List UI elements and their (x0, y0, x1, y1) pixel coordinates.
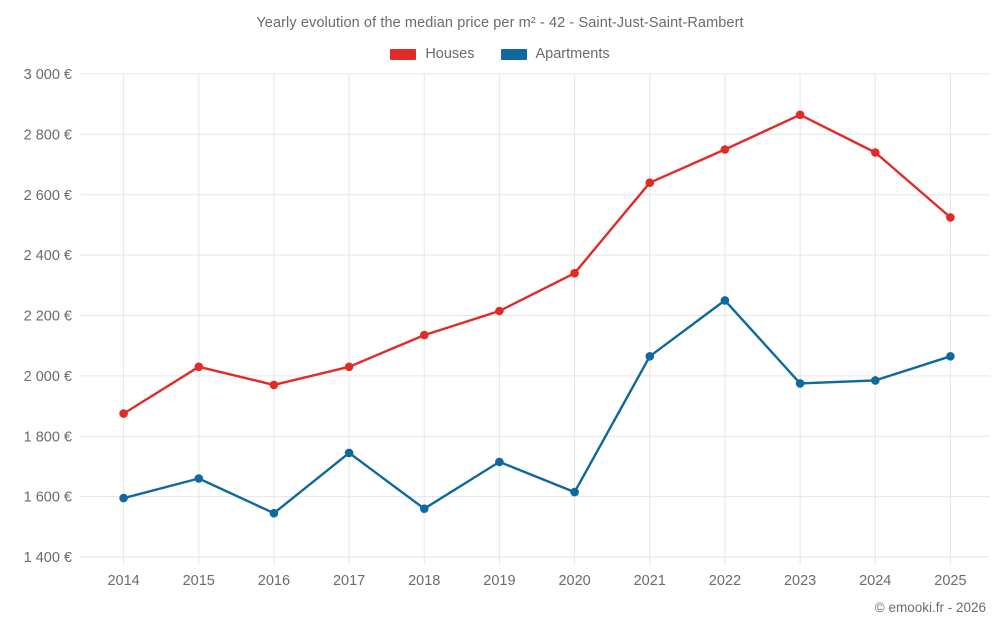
data-point-apartments-2016[interactable] (269, 508, 279, 518)
data-point-houses-2015[interactable] (194, 362, 204, 372)
legend-item-apartments[interactable]: Apartments (500, 46, 610, 62)
y-axis-tick-label: 2 000 € (24, 369, 72, 385)
y-axis-tick-label: 1 600 € (24, 490, 72, 506)
data-point-apartments-2025[interactable] (946, 352, 955, 361)
x-axis-tick-label: 2020 (558, 573, 590, 589)
y-axis-tick-label: 1 400 € (24, 550, 72, 566)
data-point-houses-2024[interactable] (871, 148, 880, 157)
data-point-houses-2020[interactable] (570, 268, 579, 278)
data-point-apartments-2018[interactable] (420, 504, 429, 513)
data-point-apartments-2023[interactable] (795, 379, 805, 388)
legend-label-apartments: Apartments (535, 46, 610, 62)
legend-swatch-houses (390, 48, 417, 60)
series-line-houses[interactable] (122, 113, 952, 415)
data-point-apartments-2020[interactable] (570, 487, 579, 497)
x-axis-tick-label: 2025 (934, 573, 966, 589)
data-point-houses-2023[interactable] (795, 110, 805, 120)
data-point-houses-2016[interactable] (269, 380, 279, 390)
data-point-apartments-2022[interactable] (720, 296, 730, 305)
x-axis-tick-label: 2015 (183, 573, 215, 589)
y-axis-tick-label: 2 800 € (24, 127, 72, 143)
data-point-houses-2014[interactable] (119, 409, 128, 418)
data-point-houses-2021[interactable] (645, 178, 655, 187)
series-line-apartments[interactable] (122, 299, 952, 515)
x-axis-tick-label: 2018 (408, 573, 440, 589)
legend-label-houses: Houses (425, 46, 475, 62)
copyright-credit: © emooki.fr - 2026 (874, 600, 986, 615)
data-point-apartments-2015[interactable] (194, 474, 204, 483)
x-axis-tick-label: 2024 (859, 573, 891, 589)
data-point-houses-2025[interactable] (946, 213, 955, 222)
data-point-apartments-2017[interactable] (344, 448, 354, 458)
y-axis-tick-label: 2 200 € (24, 309, 72, 325)
x-axis-tick-label: 2016 (258, 573, 290, 589)
data-point-apartments-2019[interactable] (495, 457, 504, 467)
legend-item-houses[interactable]: Houses (390, 46, 475, 62)
y-axis-tick-label: 2 600 € (24, 188, 72, 204)
x-axis-tick-label: 2014 (107, 573, 139, 589)
y-axis-tick-label: 3 000 € (24, 67, 72, 83)
data-point-apartments-2014[interactable] (119, 493, 128, 503)
data-point-apartments-2021[interactable] (645, 352, 655, 361)
x-axis-tick-label: 2021 (634, 573, 666, 589)
x-axis-tick-label: 2023 (784, 573, 816, 589)
data-point-houses-2017[interactable] (344, 362, 354, 372)
x-axis-tick-label: 2019 (483, 573, 515, 589)
chart-legend: Houses Apartments (0, 46, 1000, 62)
chart-title: Yearly evolution of the median price per… (256, 15, 744, 31)
legend-swatch-apartments (500, 48, 527, 60)
y-axis-tick-label: 1 800 € (24, 429, 72, 445)
data-point-apartments-2024[interactable] (871, 376, 880, 385)
data-point-houses-2022[interactable] (720, 145, 730, 154)
x-axis-tick-label: 2022 (709, 573, 741, 589)
data-point-houses-2019[interactable] (495, 306, 504, 316)
y-axis-tick-label: 2 400 € (24, 248, 72, 264)
x-axis-tick-label: 2017 (333, 573, 365, 589)
data-point-houses-2018[interactable] (420, 330, 429, 340)
